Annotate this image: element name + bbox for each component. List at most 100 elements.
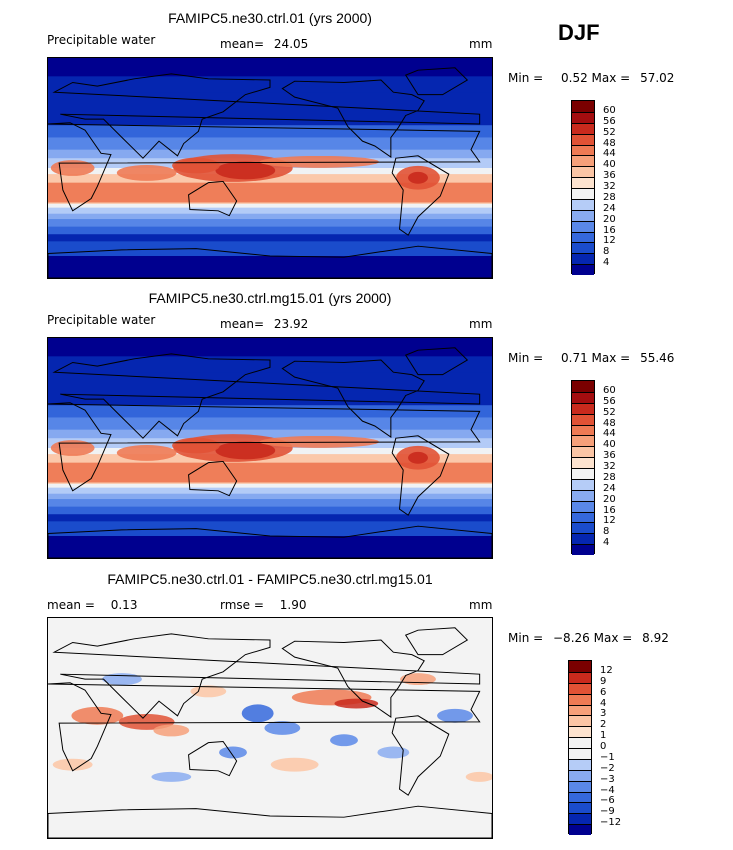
colorbar-tick-label: 32 (603, 461, 616, 472)
panel-2-minmax: Min = 0.71 Max = 55.46 (508, 351, 674, 365)
colorbar-tick-label: 20 (603, 493, 616, 505)
panel-3-mean-value: 0.13 (110, 598, 138, 612)
colorbar-tick-label: 24 (603, 482, 616, 494)
colorbar-tick-label: −1 (600, 751, 615, 763)
panel-3-units: mm (469, 598, 493, 612)
colorbar-segment (572, 198, 594, 210)
panel-3-min-label: Min = (508, 631, 544, 645)
contour-field (48, 58, 492, 278)
colorbar-tick-label: −9 (600, 806, 615, 818)
colorbar-segment (572, 220, 594, 232)
coastlines (48, 627, 492, 838)
colorbar-segment (569, 682, 591, 694)
colorbar-tick-label: 60 (603, 104, 616, 116)
panel-1-min-label: Min = (508, 71, 544, 85)
colorbar-tick-label: 52 (603, 406, 616, 418)
colorbar-segment (569, 671, 591, 683)
panel-3-rmse-label: rmse = (220, 598, 264, 612)
colorbar-segment (572, 478, 594, 490)
colorbar-tick-label: 1 (600, 730, 607, 742)
panel-3-map (47, 617, 493, 839)
panel-1-mean-label: mean= (220, 37, 265, 51)
panel-1-colorbar (571, 100, 595, 275)
colorbar-tick-label: 8 (603, 246, 610, 258)
colorbar-tick-label: 16 (603, 224, 616, 236)
colorbar-segment (569, 780, 591, 792)
colorbar-tick-label: 44 (603, 148, 616, 160)
colorbar-segment (572, 446, 594, 458)
colorbar-tick-label: 48 (603, 137, 616, 149)
colorbar-segment (572, 231, 594, 243)
colorbar-tick-label: −3 (600, 773, 615, 785)
panel-3-minmax: Min = −8.26 Max = 8.92 (508, 631, 669, 645)
colorbar-segment (572, 188, 594, 199)
colorbar-segment (572, 253, 594, 265)
colorbar-segment (569, 758, 591, 770)
panel-3-mean-label: mean = (47, 598, 95, 612)
contour-field (48, 618, 492, 838)
coastlines (48, 347, 492, 558)
colorbar-tick-label: 56 (603, 395, 616, 407)
panel-2-min-label: Min = (508, 351, 544, 365)
colorbar-segment (569, 704, 591, 716)
colorbar-segment (572, 435, 594, 447)
season-label: DJF (558, 20, 600, 45)
colorbar-tick-label: 60 (603, 384, 616, 396)
colorbar-tick-label: 4 (600, 697, 607, 709)
colorbar-segment (572, 177, 594, 188)
colorbar-segment (572, 391, 594, 403)
colorbar-tick-label: 16 (603, 504, 616, 516)
colorbar-segment (572, 155, 594, 167)
colorbar-tick-label: 52 (603, 126, 616, 138)
colorbar-segment (572, 209, 594, 221)
colorbar-segment (572, 111, 594, 123)
colorbar-tick-label: −12 (600, 817, 622, 829)
panel-2-map (47, 337, 493, 559)
colorbar-tick-label: −2 (600, 762, 615, 774)
colorbar-tick-label: 9 (600, 675, 607, 687)
colorbar-segment (569, 726, 591, 738)
panel-1-variable: Precipitable water (47, 33, 156, 47)
panel-3-max-label: Max = (593, 631, 633, 645)
panel-1-mean: mean= 24.05 (220, 37, 308, 51)
panel-3-max-value: 8.92 (642, 631, 669, 645)
colorbar-segment (572, 413, 594, 425)
coastlines (48, 67, 492, 278)
panel-1-max-value: 57.02 (640, 71, 675, 85)
colorbar-tick-label: 2 (600, 719, 607, 731)
panel-2-title: FAMIPC5.ne30.ctrl.mg15.01 (yrs 2000) (148, 290, 392, 306)
panel-2-units: mm (469, 317, 493, 331)
panel-2-colorbar (571, 380, 595, 555)
panel-2-max-label: Max = (591, 351, 631, 365)
panel-3-rmse-value: 1.90 (279, 598, 307, 612)
panel-1-mean-value: 24.05 (273, 37, 309, 51)
colorbar-tick-label: 12 (603, 515, 616, 527)
colorbar-tick-label: 3 (600, 708, 607, 720)
colorbar-segment (572, 264, 594, 275)
colorbar-segment (572, 489, 594, 501)
colorbar-segment (569, 715, 591, 727)
colorbar-tick-label: 28 (603, 471, 616, 483)
colorbar-segment (572, 500, 594, 512)
colorbar-tick-label: 48 (603, 417, 616, 429)
colorbar-tick-label: 12 (600, 664, 613, 676)
colorbar-tick-label: 40 (603, 439, 616, 451)
colorbar-segment (572, 122, 594, 134)
colorbar-tick-label: 12 (603, 235, 616, 247)
colorbar-segment (572, 166, 594, 178)
panel-3-min-value: −8.26 (553, 631, 590, 645)
colorbar-segment (572, 544, 594, 555)
panel-3-colorbar (568, 660, 592, 835)
panel-2-mean: mean= 23.92 (220, 317, 308, 331)
contour-field (48, 338, 492, 558)
colorbar-segment (572, 402, 594, 414)
panel-3-rmse: rmse = 1.90 (220, 598, 306, 612)
colorbar-tick-label: 28 (603, 191, 616, 203)
colorbar-tick-label: 6 (600, 686, 607, 698)
colorbar-tick-label: −6 (600, 795, 615, 807)
colorbar-tick-label: 32 (603, 181, 616, 192)
panel-1-minmax: Min = 0.52 Max = 57.02 (508, 71, 674, 85)
colorbar-segment (572, 133, 594, 145)
colorbar-segment (569, 791, 591, 803)
panel-2-mean-value: 23.92 (273, 317, 309, 331)
